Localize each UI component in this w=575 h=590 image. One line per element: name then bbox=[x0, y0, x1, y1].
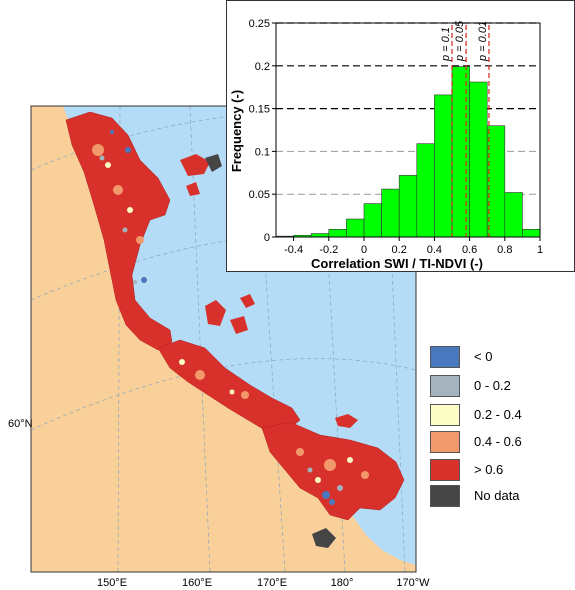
legend-swatch bbox=[430, 346, 460, 368]
histogram-bar bbox=[451, 66, 470, 238]
island-d bbox=[180, 154, 210, 176]
legend-swatch bbox=[430, 431, 460, 453]
island-wrangel bbox=[335, 414, 358, 428]
y-tick-label: 0.05 bbox=[249, 189, 270, 201]
axes bbox=[275, 22, 541, 238]
y-tick-label: 0.15 bbox=[249, 104, 270, 116]
legend-swatch bbox=[430, 375, 460, 397]
x-tick-labels: -0.4 -0.2 0 0.2 0.4 0.6 0.8 1 bbox=[284, 237, 543, 256]
legend-item-lt0: < 0 bbox=[430, 346, 570, 368]
lon-label-160e: 160°E bbox=[182, 577, 212, 589]
map-frame bbox=[30, 105, 417, 573]
significance-label: p = 0.05 bbox=[454, 20, 466, 62]
x-tick-label: -0.4 bbox=[284, 244, 303, 256]
no-data-south bbox=[312, 528, 336, 548]
y-tick-label: 0.25 bbox=[249, 18, 270, 30]
histogram-bar bbox=[416, 143, 435, 238]
legend-item-0-02: 0 - 0.2 bbox=[430, 375, 570, 397]
x-tick-label: 0.2 bbox=[392, 244, 407, 256]
region-chukotka bbox=[261, 421, 405, 521]
island-a bbox=[205, 300, 226, 326]
histogram-bar bbox=[434, 94, 453, 238]
histogram-bar bbox=[310, 233, 330, 238]
histogram-bar bbox=[398, 175, 418, 238]
region-north-coast bbox=[65, 111, 173, 351]
mainland bbox=[31, 106, 416, 572]
y-axis-label: Frequency (-) bbox=[229, 90, 244, 172]
legend-swatch bbox=[430, 459, 460, 481]
histogram-bar bbox=[328, 228, 347, 238]
histogram-bar bbox=[469, 81, 488, 238]
histogram-bar bbox=[522, 228, 541, 238]
legend-item-02-04: 0.2 - 0.4 bbox=[430, 404, 570, 426]
legend-label: > 0.6 bbox=[474, 462, 504, 477]
lon-label-170w: 170°W bbox=[396, 577, 430, 589]
x-tick-label: 0.6 bbox=[462, 244, 477, 256]
x-tick-label: 0.8 bbox=[497, 244, 512, 256]
y-tick-label: 0 bbox=[264, 232, 270, 244]
y-tick-label: 0.2 bbox=[255, 61, 270, 73]
x-tick-label: -0.2 bbox=[319, 244, 338, 256]
lon-label-180: 180° bbox=[331, 577, 354, 589]
histogram-bar bbox=[486, 125, 506, 238]
significance-label: p = 0.01 bbox=[477, 21, 489, 62]
correlation-overlay bbox=[65, 111, 405, 548]
lat-label-60n: 60°N bbox=[8, 418, 33, 430]
legend-item-04-06: 0.4 - 0.6 bbox=[430, 431, 570, 453]
legend-label: 0.2 - 0.4 bbox=[474, 407, 522, 422]
legend-label: < 0 bbox=[474, 349, 493, 364]
histogram-bar bbox=[346, 218, 365, 238]
legend-label: No data bbox=[474, 488, 520, 503]
bars bbox=[275, 66, 541, 238]
y-tick-labels: 0 0.05 0.1 0.15 0.2 0.25 bbox=[249, 18, 276, 244]
island-c bbox=[240, 294, 255, 308]
significance-label: p = 0.1 bbox=[440, 27, 452, 62]
significance-lines: p = 0.1 p = 0.05 p = 0.01 bbox=[440, 20, 490, 237]
legend-label: 0.4 - 0.6 bbox=[474, 434, 522, 449]
legend-item-no-data: No data bbox=[430, 485, 570, 507]
histogram-bar bbox=[504, 192, 523, 238]
histogram-chart: p = 0.1 p = 0.05 p = 0.01 00.050.10.150.20… bbox=[229, 18, 543, 271]
island-e bbox=[186, 182, 200, 196]
island-b bbox=[230, 316, 248, 334]
histogram-bar bbox=[363, 203, 382, 238]
plot-frame bbox=[275, 22, 541, 238]
x-axis-label: Correlation SWI / TI-NDVI (-) bbox=[311, 256, 483, 271]
legend-swatch bbox=[430, 404, 460, 426]
legend-swatch bbox=[430, 485, 460, 507]
y-tick-label: 0.1 bbox=[255, 146, 270, 158]
legend-item-gt06: > 0.6 bbox=[430, 459, 570, 481]
lon-label-170e: 170°E bbox=[257, 577, 287, 589]
histogram-inset: p = 0.1 p = 0.05 p = 0.01 0 0.05 0.1 0.15 0.2 0… bbox=[226, 0, 575, 272]
lon-label-150e: 150°E bbox=[97, 577, 127, 589]
no-data-east bbox=[205, 154, 222, 172]
x-tick-label: 0.4 bbox=[427, 244, 442, 256]
histogram-bar bbox=[381, 188, 400, 238]
legend-label: 0 - 0.2 bbox=[474, 378, 511, 393]
x-tick-label: 0 bbox=[361, 244, 367, 256]
x-tick-label: 1 bbox=[537, 244, 543, 256]
